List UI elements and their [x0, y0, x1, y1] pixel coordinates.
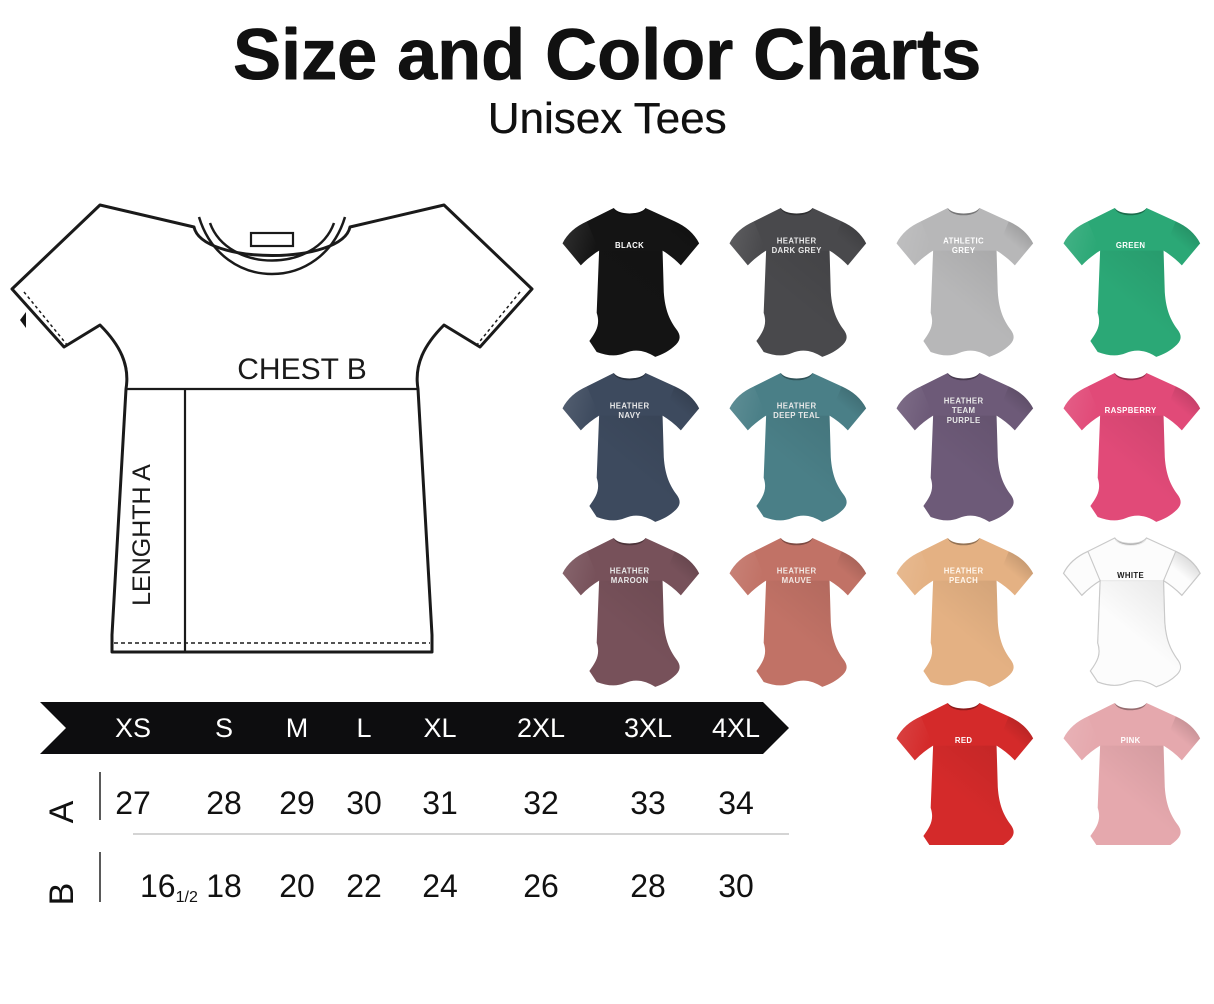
svg-text:26: 26: [523, 868, 559, 904]
svg-text:LENGHTH A: LENGHTH A: [128, 464, 156, 606]
svg-text:31: 31: [422, 785, 458, 821]
svg-text:18: 18: [206, 868, 242, 904]
svg-text:34: 34: [718, 785, 754, 821]
svg-text:24: 24: [422, 868, 458, 904]
svg-text:S: S: [215, 713, 233, 743]
svg-text:20: 20: [279, 868, 315, 904]
svg-text:30: 30: [346, 785, 382, 821]
svg-text:RASPBERRY: RASPBERRY: [1105, 406, 1157, 415]
svg-text:28: 28: [630, 868, 666, 904]
svg-text:RED: RED: [955, 736, 973, 745]
svg-text:4XL: 4XL: [712, 713, 760, 743]
svg-text:29: 29: [279, 785, 315, 821]
svg-text:B: B: [43, 883, 81, 906]
svg-text:XL: XL: [423, 713, 456, 743]
svg-text:2XL: 2XL: [517, 713, 565, 743]
svg-text:M: M: [286, 713, 309, 743]
svg-text:28: 28: [206, 785, 242, 821]
svg-text:WHITE: WHITE: [1117, 571, 1144, 580]
svg-text:A: A: [43, 800, 81, 823]
svg-text:161/2: 161/2: [140, 868, 198, 906]
svg-text:BLACK: BLACK: [615, 241, 644, 250]
svg-text:22: 22: [346, 868, 382, 904]
svg-text:3XL: 3XL: [624, 713, 672, 743]
svg-text:32: 32: [523, 785, 559, 821]
svg-text:CHEST B: CHEST B: [237, 353, 366, 386]
svg-text:27: 27: [115, 785, 151, 821]
svg-text:L: L: [356, 713, 371, 743]
svg-text:33: 33: [630, 785, 666, 821]
svg-text:30: 30: [718, 868, 754, 904]
svg-text:PINK: PINK: [1121, 736, 1141, 745]
svg-text:XS: XS: [115, 713, 151, 743]
svg-text:GREEN: GREEN: [1116, 241, 1146, 250]
